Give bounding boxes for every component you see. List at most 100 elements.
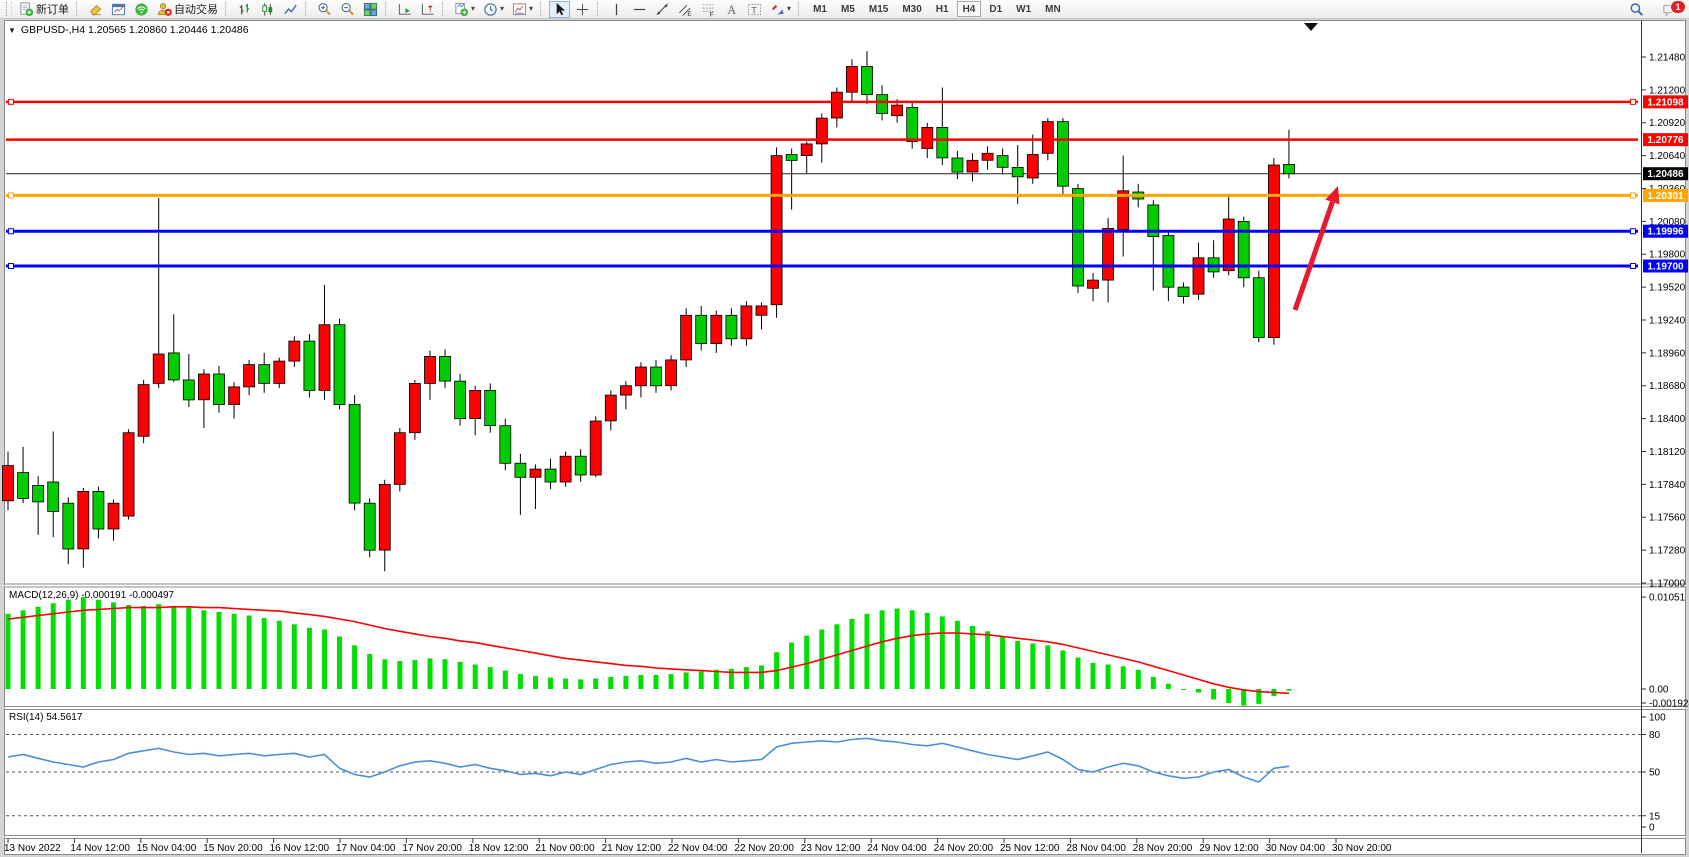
time-tick-label[interactable]: 24 Nov 04:00 (867, 843, 927, 854)
macd-histogram-bar (111, 602, 116, 689)
eraser-button[interactable] (85, 1, 106, 18)
line-handle[interactable] (1630, 192, 1636, 199)
candle-body (62, 502, 75, 550)
macd-histogram-bar (382, 659, 388, 689)
candle-body (966, 159, 979, 173)
time-tick-label[interactable]: 18 Nov 12:00 (469, 843, 529, 854)
time-tick-label[interactable]: 21 Nov 12:00 (602, 843, 662, 854)
timeframe-m5-button[interactable]: M5 (835, 1, 861, 17)
shapes-button[interactable]: ▾ (767, 1, 794, 18)
time-tick-label[interactable]: 23 Nov 12:00 (801, 843, 861, 854)
time-tick-label[interactable]: 30 Nov 04:00 (1266, 843, 1326, 854)
chevron-down-icon[interactable]: ▾ (500, 4, 505, 13)
chart-window-button[interactable] (108, 1, 129, 18)
vline-button[interactable] (606, 1, 627, 18)
line-chart-button[interactable] (280, 1, 301, 18)
bar-chart-button[interactable] (234, 1, 255, 18)
channel-button[interactable]: E (675, 1, 696, 18)
line-handle[interactable] (8, 98, 14, 105)
price-tick-label: 1.20080 (1649, 217, 1686, 228)
autotrading-button[interactable]: 自动交易 (154, 1, 221, 18)
timeframe-mn-button[interactable]: MN (1039, 1, 1067, 17)
chat-button[interactable]: 1 (1659, 0, 1686, 18)
chart-shift-button[interactable] (417, 1, 438, 18)
time-tick-label[interactable]: 17 Nov 04:00 (336, 843, 396, 854)
timeframe-m30-button[interactable]: M30 (896, 1, 927, 17)
time-tick-label[interactable]: 13 Nov 2022 (4, 843, 61, 854)
auto-scroll-button[interactable] (394, 1, 415, 18)
toolbar-separator (385, 2, 390, 16)
tile-windows-button[interactable] (360, 1, 381, 18)
candle-body (1222, 218, 1235, 272)
resistance-line-2-price-label: 1.20776 (1643, 133, 1688, 147)
new-order-button[interactable]: 新订单 (16, 1, 72, 18)
time-tick-label[interactable]: 14 Nov 12:00 (70, 843, 130, 854)
timeframe-d1-button[interactable]: D1 (983, 1, 1008, 17)
time-tick-label[interactable]: 28 Nov 20:00 (1133, 843, 1193, 854)
candle-body (951, 157, 964, 173)
time-tick-label[interactable]: 28 Nov 04:00 (1066, 843, 1126, 854)
macd-histogram-bar (472, 664, 478, 689)
template-button[interactable]: ▾ (509, 1, 536, 18)
line-handle[interactable] (1630, 262, 1636, 269)
search-icon (1630, 2, 1644, 16)
text-button[interactable]: A (721, 1, 742, 18)
macd-histogram-bar (1105, 664, 1111, 689)
line-handle[interactable] (1630, 228, 1636, 235)
hline-button[interactable] (629, 1, 650, 18)
toolbar-separator (305, 2, 310, 16)
line-handle[interactable] (1630, 98, 1636, 105)
crosshair-button[interactable] (572, 1, 593, 18)
line-handle[interactable] (8, 228, 14, 235)
chevron-down-icon[interactable]: ▾ (787, 4, 792, 13)
signals-icon (135, 2, 148, 16)
candle-body (393, 432, 406, 485)
cursor-button[interactable] (549, 0, 571, 18)
candle-body (1162, 235, 1175, 288)
price-tick-label: 1.18120 (1649, 447, 1686, 458)
trend-arrow-annotation[interactable] (1292, 186, 1340, 311)
timeframe-h4-button[interactable]: H4 (956, 1, 982, 17)
macd-histogram-bar (1150, 676, 1156, 689)
time-tick-label[interactable]: 24 Nov 20:00 (934, 843, 994, 854)
zoom-out-button[interactable] (337, 1, 358, 18)
time-tick-label[interactable]: 21 Nov 00:00 (535, 843, 595, 854)
label-button[interactable]: T (744, 1, 765, 18)
signals-button[interactable] (131, 1, 152, 18)
macd-histogram-bar (1030, 643, 1036, 689)
time-tick-label[interactable]: 30 Nov 20:00 (1332, 843, 1392, 854)
search-button[interactable] (1626, 1, 1647, 18)
time-tick-label[interactable]: 17 Nov 20:00 (402, 843, 462, 854)
chevron-down-icon[interactable]: ▾ (529, 4, 534, 13)
chart-shift-marker[interactable] (1304, 23, 1318, 31)
timeframe-m1-button[interactable]: M1 (807, 1, 833, 17)
macd-histogram-bar (638, 675, 644, 689)
zoom-in-button[interactable] (314, 1, 335, 18)
chevron-down-icon[interactable]: ▾ (471, 4, 476, 13)
fibonacci-button[interactable]: F (698, 1, 719, 18)
candle-body (17, 472, 30, 499)
time-tick-label[interactable]: 15 Nov 04:00 (137, 843, 197, 854)
time-tick-label[interactable]: 22 Nov 20:00 (734, 843, 794, 854)
trendline-button[interactable] (652, 1, 673, 18)
candle-body (891, 104, 903, 117)
candlestick-button[interactable] (257, 1, 278, 18)
rsi-pane: 100 80 50 150 (6, 713, 1666, 834)
time-tick-label[interactable]: 16 Nov 12:00 (270, 843, 330, 854)
timeframe-h1-button[interactable]: H1 (930, 1, 955, 17)
label-icon: T (747, 3, 762, 15)
new-chart-button[interactable]: ▾ (451, 1, 478, 18)
period-button[interactable]: ▾ (480, 1, 507, 18)
time-tick-label[interactable]: 25 Nov 12:00 (1000, 843, 1060, 854)
candle-body (1192, 257, 1205, 295)
timeframe-w1-button[interactable]: W1 (1010, 1, 1037, 17)
toolbar-grip[interactable] (6, 2, 12, 16)
time-tick-label[interactable]: 15 Nov 20:00 (203, 843, 263, 854)
line-handle[interactable] (8, 192, 14, 199)
time-tick-label[interactable]: 29 Nov 12:00 (1199, 843, 1259, 854)
rsi-tick-label: 0 (1649, 823, 1655, 834)
line-handle[interactable] (8, 262, 14, 269)
time-tick-label[interactable]: 22 Nov 04:00 (668, 843, 728, 854)
timeframe-m15-button[interactable]: M15 (863, 1, 894, 17)
